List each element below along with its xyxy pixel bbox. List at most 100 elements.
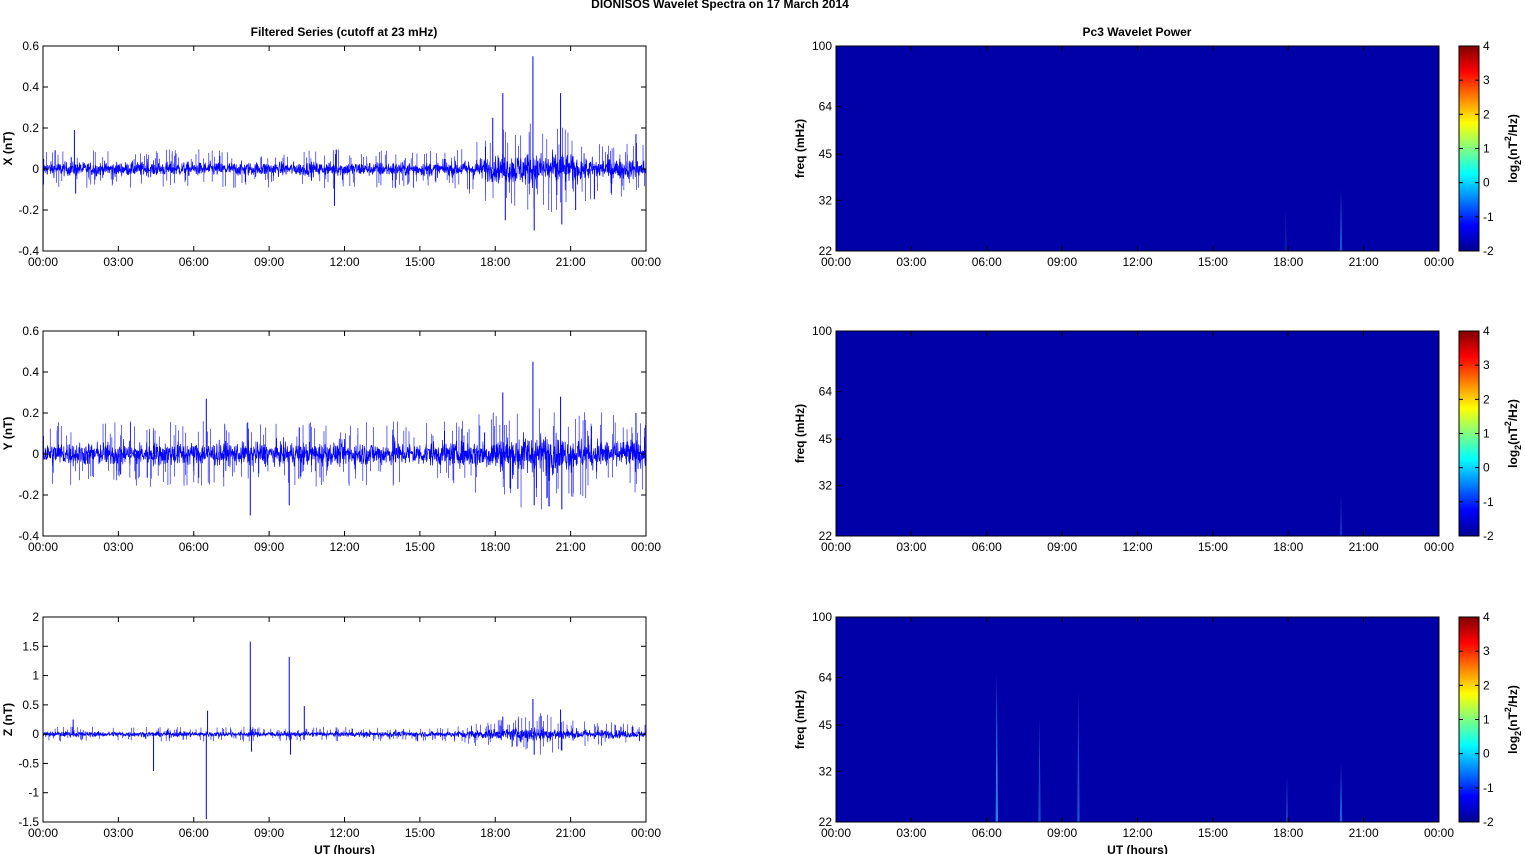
series-panel-3: 2 1.5 1 0.5 0 -0.5 -1 -1.5 Z (nT) 00:00 03:00 06:00… [1, 610, 661, 854]
wavelet-xtick-label: 00:00 [1424, 826, 1454, 840]
colorbar-tick-label: 2 [1483, 678, 1490, 692]
ytick-label: -0.2 [18, 488, 39, 502]
series-xtick-label: 21:00 [556, 826, 586, 840]
series-xtick-label: 03:00 [103, 540, 133, 554]
series-xtick-label: 12:00 [329, 826, 359, 840]
colorbar-tick-label: 1 [1483, 713, 1490, 727]
colorbar-tick-label: -1 [1483, 781, 1494, 795]
series-xtick-label: 00:00 [631, 826, 661, 840]
series-xtick-label: 21:00 [556, 255, 586, 269]
ytick-label: 64 [819, 670, 833, 684]
wavelet-power-field [836, 617, 1439, 822]
wavelet-power-streak [1339, 494, 1343, 536]
wavelet-xtick-label: 03:00 [896, 255, 926, 269]
ytick-label: 0.2 [22, 406, 39, 420]
colorbar-label: log2(nT2/Hz) [1503, 114, 1523, 183]
ytick-label: 22 [819, 529, 833, 543]
colorbar-tick-label: 0 [1483, 461, 1490, 475]
ytick-label: 32 [819, 193, 833, 207]
series-xtick-label: 06:00 [179, 826, 209, 840]
ylabel: freq (mHz) [793, 690, 807, 749]
colorbar-tick-label: -2 [1483, 244, 1494, 258]
series-xtick-label: 18:00 [480, 540, 510, 554]
ytick-label: 0.4 [22, 365, 39, 379]
ytick-label: -0.4 [18, 529, 39, 543]
figure-title: DIONISOS Wavelet Spectra on 17 March 201… [591, 0, 849, 11]
ytick-label: 0 [32, 727, 39, 741]
plot-area [43, 46, 646, 251]
series-xtick-label: 00:00 [631, 255, 661, 269]
ytick-label: 32 [819, 478, 833, 492]
wavelet-power-streak [1339, 188, 1343, 251]
colorbar-tick-label: 1 [1483, 427, 1490, 441]
series-xtick-label: 12:00 [329, 540, 359, 554]
wavelet-xtick-label: 06:00 [972, 255, 1002, 269]
wavelet-xtick-label: 03:00 [896, 826, 926, 840]
plot-area [43, 331, 646, 536]
wavelet-power-field [836, 46, 1439, 251]
series-xtick-label: 06:00 [179, 540, 209, 554]
wavelet-xtick-label: 00:00 [1424, 255, 1454, 269]
wavelet-xtick-label: 06:00 [972, 826, 1002, 840]
ytick-label: 0.4 [22, 80, 39, 94]
ylabel: Z (nT) [1, 703, 15, 736]
series-xtick-label: 09:00 [254, 540, 284, 554]
series-xlabel: UT (hours) [314, 843, 375, 854]
ytick-label: -1 [28, 786, 39, 800]
ytick-label: 32 [819, 764, 833, 778]
wavelet-xtick-label: 00:00 [821, 540, 851, 554]
ytick-label: 22 [819, 815, 833, 829]
wavelet-power-streak [1284, 209, 1287, 251]
wavelet-xtick-label: 18:00 [1273, 826, 1303, 840]
series-trace [42, 149, 647, 189]
ylabel: X (nT) [1, 132, 15, 166]
ytick-label: 0 [32, 447, 39, 461]
ytick-label: -0.2 [18, 203, 39, 217]
colorbar-tick-label: 3 [1483, 644, 1490, 658]
series-xtick-label: 15:00 [405, 826, 435, 840]
ytick-label: 45 [819, 147, 833, 161]
ytick-label: 100 [812, 39, 832, 53]
wavelet-xtick-label: 21:00 [1349, 826, 1379, 840]
colorbar-label: log2(nT2/Hz) [1503, 399, 1523, 468]
wavelet-power-streak [1339, 763, 1343, 822]
wavelet-xtick-label: 09:00 [1047, 255, 1077, 269]
series-xtick-label: 00:00 [28, 540, 58, 554]
ylabel: Y (nT) [1, 417, 15, 451]
series-xtick-label: 06:00 [179, 255, 209, 269]
wavelet-xtick-label: 00:00 [1424, 540, 1454, 554]
ytick-label: 1.5 [22, 639, 39, 653]
wavelet-xtick-label: 06:00 [972, 540, 1002, 554]
ytick-label: 45 [819, 432, 833, 446]
plot-area [43, 617, 646, 822]
wavelet-xtick-label: 09:00 [1047, 540, 1077, 554]
series-minor-spikes [43, 123, 645, 212]
ytick-label: 64 [819, 384, 833, 398]
colorbar-tick-label: 2 [1483, 392, 1490, 406]
right-column-title: Pc3 Wavelet Power [1083, 25, 1192, 39]
wavelet-xtick-label: 21:00 [1349, 540, 1379, 554]
ytick-label: 100 [812, 324, 832, 338]
wavelet-power-streak [995, 673, 998, 822]
ytick-label: 0.5 [22, 698, 39, 712]
colorbar-tick-label: 1 [1483, 142, 1490, 156]
ytick-label: -0.5 [18, 756, 39, 770]
series-minor-spikes [48, 713, 647, 755]
colorbar-tick-label: 0 [1483, 747, 1490, 761]
colorbar-tick-label: 4 [1483, 39, 1490, 53]
wavelet-xtick-label: 15:00 [1198, 255, 1228, 269]
wavelet-xtick-label: 18:00 [1273, 540, 1303, 554]
ytick-label: 0.6 [22, 324, 39, 338]
wavelet-power-streak [1285, 775, 1289, 822]
series-xtick-label: 09:00 [254, 826, 284, 840]
wavelet-power-streak [1038, 716, 1041, 822]
wavelet-xtick-label: 15:00 [1198, 826, 1228, 840]
series-xtick-label: 15:00 [405, 540, 435, 554]
ytick-label: 22 [819, 244, 833, 258]
ytick-label: -1.5 [18, 815, 39, 829]
series-minor-spikes [43, 408, 646, 510]
ytick-label: 0 [32, 162, 39, 176]
ytick-label: 1 [32, 669, 39, 683]
